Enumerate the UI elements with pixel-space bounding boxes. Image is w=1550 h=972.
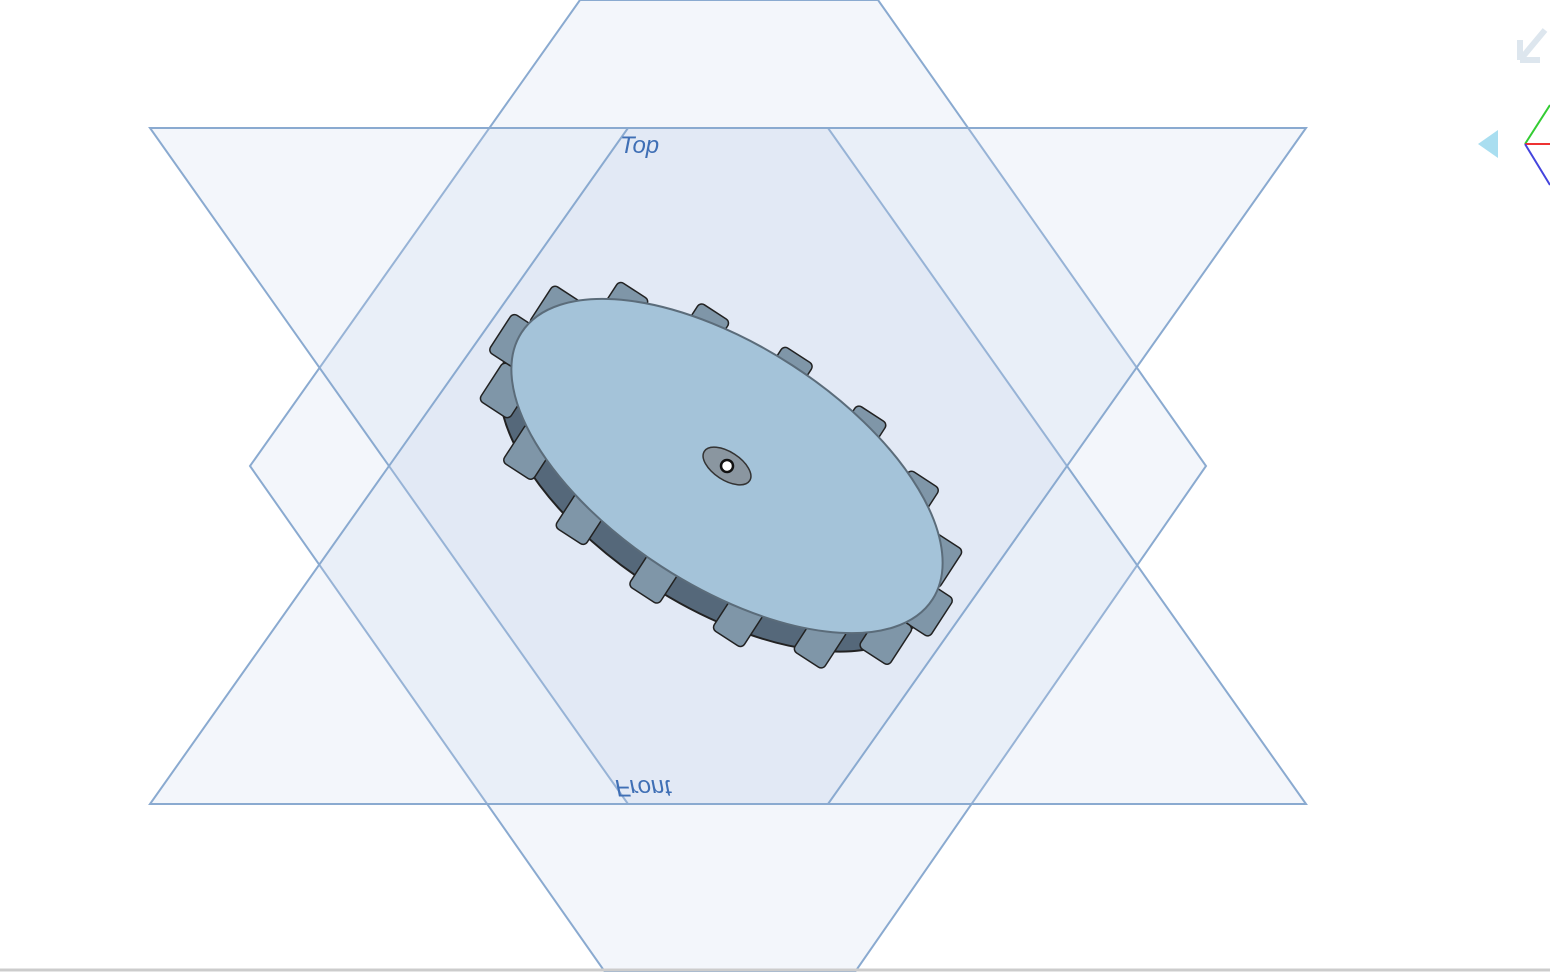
axis-z bbox=[1524, 143, 1550, 186]
plane-label-front: Front bbox=[615, 774, 672, 801]
view-cube-rotate[interactable] bbox=[1517, 28, 1548, 63]
gear-part bbox=[479, 281, 963, 669]
gear-origin bbox=[719, 458, 735, 474]
axis-y bbox=[1524, 104, 1550, 145]
view-cube-arrow[interactable] bbox=[1478, 130, 1498, 158]
plane-label-top: Top bbox=[620, 132, 659, 159]
